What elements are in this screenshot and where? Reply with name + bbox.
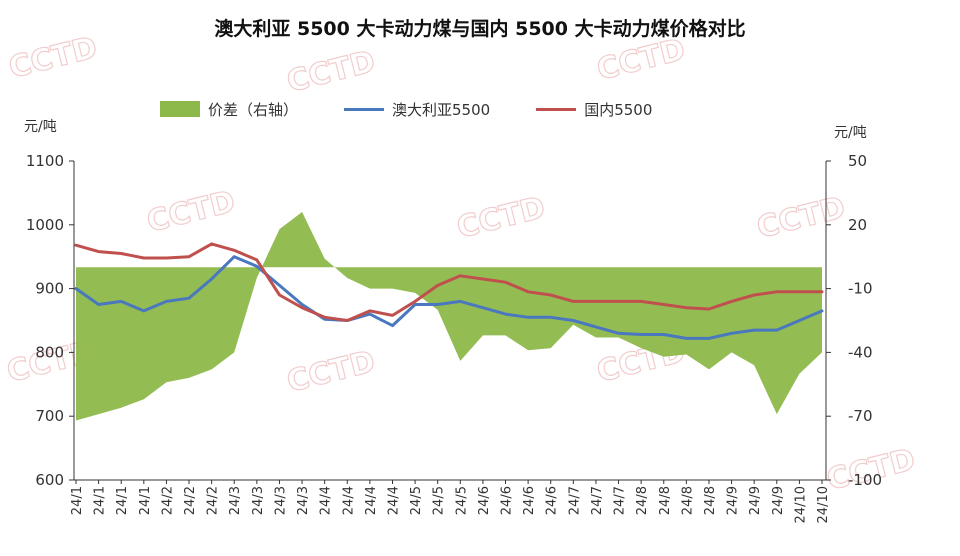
x-tick-label: 24/7 [590,486,605,515]
watermark-text: CCTD [823,442,918,498]
x-tick-label: 24/6 [545,486,560,515]
x-tick-label: 24/1 [70,486,85,515]
x-tick-label: 24/3 [296,486,311,515]
x-tick-label: 24/8 [635,486,650,515]
watermark-text: CCTD [143,184,238,240]
y-right-tick-label: 50 [848,152,867,170]
x-tick-label: 24/4 [341,486,356,515]
x-tick-label: 24/9 [726,486,741,515]
x-tick-label: 24/6 [477,486,492,515]
watermark-text: CCTD [453,190,548,246]
series-line-domestic [74,242,824,322]
x-tick-label: 24/5 [432,486,447,515]
x-tick-label: 24/3 [273,486,288,515]
legend-label-australia: 澳大利亚5500 [392,100,491,119]
series-area-spread [76,212,822,421]
legend-item-australia: 澳大利亚5500 [344,99,490,120]
legend-item-domestic: 国内5500 [536,99,652,120]
watermark-text: CCTD [753,190,848,246]
y-left-tick-label: 1100 [26,152,64,170]
chart-title: 澳大利亚 5500 大卡动力煤与国内 5500 大卡动力煤价格对比 [214,18,746,40]
y-right-tick-label: -70 [848,407,873,425]
legend-swatch-domestic [536,107,577,111]
x-tick-label: 24/4 [319,486,334,515]
x-tick-label: 24/9 [771,486,786,515]
legend-swatch-spread [160,101,200,117]
legend-label-spread: 价差（右轴） [208,100,299,119]
legend-label-domestic: 国内5500 [584,100,653,119]
x-tick-label: 24/10 [816,486,831,523]
x-tick-label: 24/1 [93,486,108,515]
x-tick-label: 24/1 [115,486,130,515]
y-left-tick-label: 700 [35,407,64,425]
x-tick-label: 24/5 [409,486,424,515]
x-tick-label: 24/2 [160,486,175,515]
y-left-tick-label: 900 [35,280,64,298]
x-tick-label: 24/4 [386,486,401,515]
x-tick-label: 24/4 [364,486,379,515]
x-tick-label: 24/3 [251,486,266,515]
x-tick-label: 24/7 [567,486,582,515]
x-tick-label: 24/10 [793,486,808,523]
x-tick-label: 24/6 [500,486,515,515]
watermark-text: CCTD [283,44,378,100]
legend-item-spread: 价差（右轴） [160,99,298,120]
x-tick-label: 24/6 [522,486,537,515]
x-tick-label: 24/5 [454,486,469,515]
y-right-unit: 元/吨 [834,125,867,141]
y-left-tick-label: 600 [35,471,64,489]
chart-legend: 价差（右轴） 澳大利亚5500 国内5500 [160,98,698,120]
y-right-tick-label: 20 [848,216,867,234]
x-tick-label: 24/8 [658,486,673,515]
y-left-tick-label: 1000 [26,216,64,234]
x-tick-label: 24/8 [680,486,695,515]
x-tick-label: 24/3 [228,486,243,515]
x-tick-label: 24/8 [703,486,718,515]
y-left-unit: 元/吨 [24,119,57,135]
y-left-tick-label: 800 [35,343,64,361]
x-tick-label: 24/2 [183,486,198,515]
x-tick-label: 24/7 [613,486,628,515]
watermark-text: CCTD [5,30,100,86]
x-tick-label: 24/1 [138,486,153,515]
y-right-tick-label: -100 [848,471,882,489]
x-tick-label: 24/9 [748,486,763,515]
y-right-tick-label: -40 [848,343,873,361]
watermark-text: CCTD [283,344,378,400]
series-line-australia [74,255,824,340]
x-tick-label: 24/2 [206,486,221,515]
legend-swatch-australia [344,107,385,111]
y-right-tick-label: -10 [848,280,873,298]
watermark-text: CCTD [593,32,688,88]
